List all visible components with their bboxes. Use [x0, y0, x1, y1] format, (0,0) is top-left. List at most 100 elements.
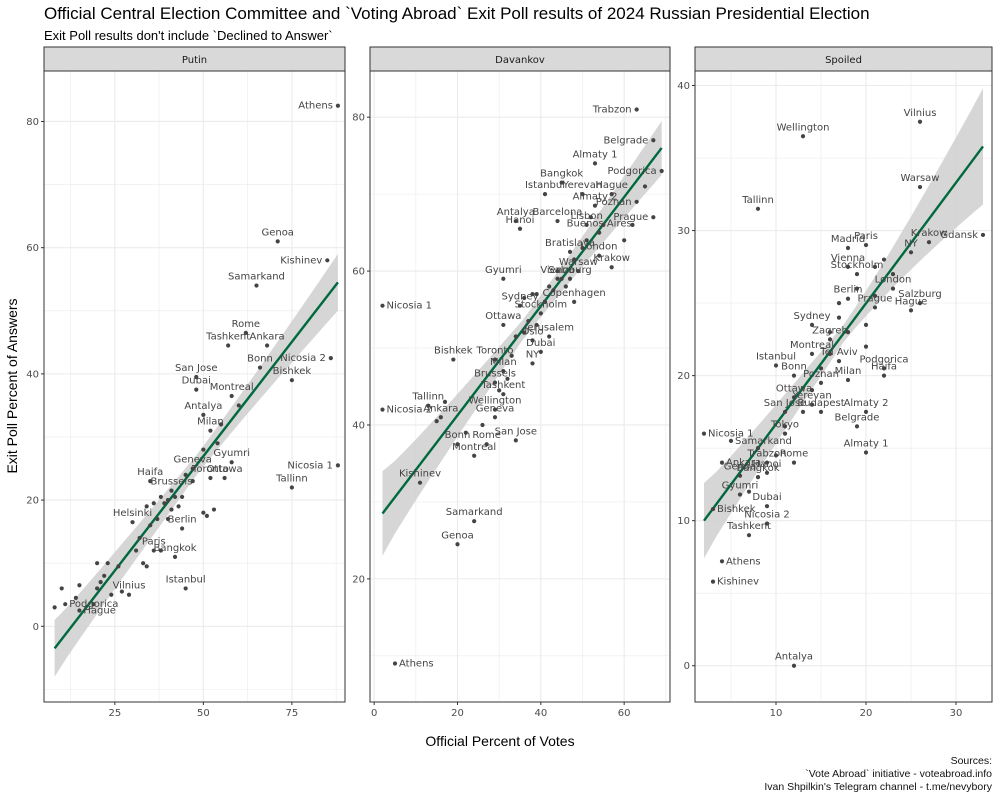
data-point [158, 548, 163, 553]
data-point-sydney [809, 322, 815, 327]
regression-line [703, 145, 984, 522]
data-point-hague [908, 308, 914, 313]
point-label-almaty-2: Almaty 2 [573, 192, 618, 203]
data-point-bratislava [567, 249, 573, 254]
point-label-prague: Prague [613, 212, 648, 223]
panel-border [369, 70, 671, 703]
point-label-nicosia-2: Nicosia 2 [280, 353, 326, 364]
point-label-copenhagen: Copenhagen [543, 288, 606, 299]
data-point-samarkand [254, 283, 259, 288]
data-point-vienna [845, 264, 851, 269]
point-label-rome: Rome [780, 449, 809, 460]
data-point [165, 516, 171, 522]
data-point-ottawa [791, 395, 797, 400]
point-label-istanbul: Istanbul [756, 351, 796, 362]
point-label-samarkand: Samarkand [228, 272, 285, 283]
data-point-almaty-2 [863, 409, 869, 414]
point-label-hanoi: Hanoi [506, 215, 535, 226]
point-label-brussels: Brussels [474, 369, 516, 380]
data-point-belgrade [854, 424, 860, 429]
y-tick-label: 30 [677, 226, 690, 237]
point-label-dubai: Dubai [182, 376, 211, 387]
point-label-kishinev: Kishinev [399, 469, 441, 480]
data-point-lisbon [584, 222, 589, 228]
point-label-yerevan: Yerevan [562, 180, 602, 191]
data-point-montreal [229, 393, 234, 399]
data-point [505, 376, 510, 381]
facet-strip-label: Spoiled [825, 55, 862, 66]
data-point-gyumri [737, 492, 743, 497]
point-label-ottawa: Ottawa [207, 464, 243, 475]
confidence-band [704, 88, 983, 559]
data-point-berlin [180, 526, 185, 531]
data-point-vilnius [917, 119, 923, 124]
x-tick-label: 30 [950, 708, 963, 719]
point-label-san-jose: San Jose [764, 398, 806, 409]
data-point [105, 561, 110, 566]
data-point-vilnius [126, 592, 132, 597]
x-tick-label: 10 [770, 708, 783, 719]
point-label-rome: Rome [232, 319, 261, 330]
facet-panel-putin: Putin 25 50 75 0 20 40 60 80 Athens Genoa Kishinev S… [26, 46, 346, 719]
data-point-antalya [201, 412, 206, 417]
point-label-sydney: Sydney [793, 311, 830, 322]
point-label-genoa: Genoa [261, 227, 294, 238]
panel-background [370, 71, 670, 702]
panel-border [694, 70, 993, 703]
data-point-jerusalem [547, 334, 552, 339]
data-point-nicosia-1 [335, 463, 341, 468]
point-label-bangkok: Bangkok [540, 169, 583, 180]
y-tick-label: 20 [26, 496, 39, 507]
data-point-antalya [513, 218, 518, 224]
data-point [542, 299, 548, 304]
facet-strip [694, 46, 993, 72]
data-point-almaty-1 [592, 161, 598, 166]
data-point [215, 441, 220, 446]
point-label-geneva: Geneva [476, 403, 514, 414]
point-label-warsaw: Warsaw [559, 257, 598, 268]
data-point [176, 504, 181, 509]
y-tick-label: 60 [352, 267, 365, 278]
data-point [563, 284, 568, 289]
data-point [137, 535, 142, 541]
chart-title: Official Central Election Committee and … [44, 4, 870, 23]
point-label-bonn: Bonn [781, 362, 807, 373]
data-point-istanbul [773, 363, 779, 368]
data-point-trabzon [764, 460, 770, 465]
facet-strip [369, 46, 671, 72]
point-label-tel-aviv: Tel Aviv [819, 347, 857, 358]
point-label-haifa: Haifa [137, 467, 163, 478]
data-point-paris [863, 242, 869, 248]
point-label-poznan: Poznan [596, 197, 632, 208]
data-point-helsinki [130, 520, 135, 525]
data-point-oslo [530, 338, 535, 343]
point-label-tashkent: Tashkent [205, 331, 250, 342]
data-point-montreal [472, 453, 477, 458]
data-point-ankara [264, 343, 270, 348]
data-point [201, 510, 206, 515]
point-label-kishinev: Kishinev [280, 255, 322, 266]
point-label-stockholm: Stockholm [515, 299, 568, 310]
data-point-gyumri [229, 460, 234, 465]
data-point-dubai [764, 504, 770, 509]
data-point-tashkent [226, 343, 231, 348]
data-point-krakow [609, 265, 614, 270]
data-point-ankara [438, 415, 443, 420]
point-label-vilnius: Vilnius [113, 581, 146, 592]
data-point-istanbul [542, 192, 548, 197]
data-point-nicosia-1 [701, 431, 707, 436]
data-point [584, 238, 589, 243]
point-label-almaty-2: Almaty 2 [844, 398, 889, 409]
data-point [442, 399, 448, 404]
point-label-athens: Athens [298, 101, 333, 112]
y-tick-label: 20 [677, 371, 690, 382]
data-point-vienna [555, 276, 560, 281]
point-label-sydney: Sydney [501, 292, 538, 303]
data-point-rome [484, 442, 489, 447]
point-label-salzburg: Salzburg [898, 289, 941, 300]
point-label-athens: Athens [399, 659, 434, 670]
data-point-san-jose [194, 374, 199, 380]
point-label-trabzon: Trabzon [747, 449, 787, 460]
data-point-san-jose [513, 438, 518, 443]
point-label-yerevan: Yerevan [791, 391, 831, 402]
